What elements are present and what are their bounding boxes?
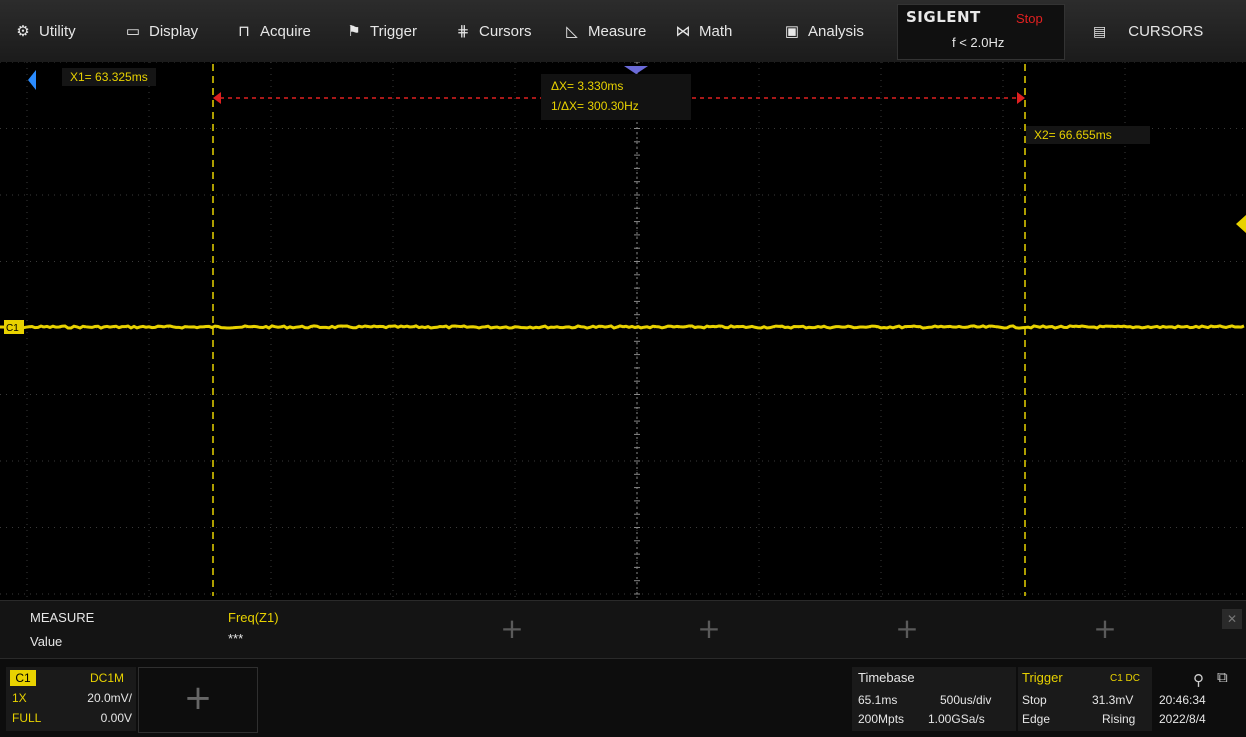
- sample-rate: 1.00GSa/s: [928, 712, 985, 726]
- math-icon: ⋈: [675, 23, 691, 40]
- cursors-icon: ⋕: [456, 23, 470, 40]
- waveform-grid: C1: [0, 62, 1246, 598]
- ruler-icon: ◺: [566, 23, 578, 40]
- waveform-display[interactable]: C1 X1= 63.325ms X2= 66.655ms ΔX= 3.330ms…: [0, 62, 1246, 598]
- measure-item-value: ***: [228, 631, 244, 646]
- status-bar: C1 DC1M 1X 20.0mV/ FULL 0.00V + Timebase…: [0, 658, 1246, 737]
- menu-measure[interactable]: ◺ Measure: [563, 0, 646, 62]
- menu-measure-label: Measure: [588, 22, 647, 40]
- trigger-type: Edge: [1022, 712, 1051, 726]
- menu-display[interactable]: ▭ Display: [124, 0, 198, 62]
- monitor-icon: ▭: [125, 23, 141, 40]
- gear-icon: ⚙: [16, 23, 30, 40]
- channel1-bandwidth: FULL: [12, 711, 42, 725]
- menu-analysis-label: Analysis: [808, 22, 864, 40]
- delta-x-value: ΔX= 3.330ms: [551, 79, 624, 93]
- frequency-counter: f < 2.0Hz: [952, 35, 1005, 50]
- horizontal-position-marker: [28, 70, 36, 90]
- inverse-delta-x-value: 1/ΔX= 300.30Hz: [551, 99, 639, 113]
- clock-time: 20:46:34: [1159, 693, 1206, 707]
- measure-item-name[interactable]: Freq(Z1): [228, 610, 279, 625]
- add-measure-slot-1[interactable]: +: [500, 612, 524, 645]
- timebase-panel[interactable]: Timebase 65.1ms 500us/div 200Mpts 1.00GS…: [852, 667, 1016, 731]
- trigger-source: C1 DC: [1110, 673, 1141, 684]
- menu-acquire-label: Acquire: [260, 22, 311, 40]
- cursors-menu-label: CURSORS: [1128, 22, 1204, 40]
- trigger-panel[interactable]: Trigger C1 DC Stop 31.3mV Edge Rising: [1018, 667, 1152, 731]
- channel1-probe: 1X: [12, 691, 27, 705]
- brand-status-box[interactable]: SIGLENT Stop f < 2.0Hz: [897, 4, 1065, 60]
- clock-panel: ⚲ ⧉ 20:46:34 2022/8/4: [1155, 667, 1243, 731]
- measure-title: MEASURE: [30, 610, 95, 625]
- menu-math[interactable]: ⋈ Math: [674, 0, 733, 62]
- measure-bar: MEASURE Value Freq(Z1) *** + + + + ✕: [0, 600, 1246, 659]
- timebase-delay: 65.1ms: [858, 693, 898, 707]
- menu-trigger[interactable]: ⚑ Trigger: [345, 0, 417, 62]
- usb-icon: ⚲: [1193, 672, 1204, 689]
- document-icon: ▤: [1093, 22, 1107, 39]
- timebase-title: Timebase: [858, 670, 915, 685]
- trigger-level: 31.3mV: [1092, 693, 1134, 707]
- brand-logo: SIGLENT: [906, 8, 981, 26]
- cursors-menu-button[interactable]: ▤ CURSORS: [1093, 0, 1203, 62]
- menu-display-label: Display: [149, 22, 199, 40]
- flag-icon: ⚑: [347, 23, 361, 40]
- channel1-scale: 20.0mV/: [87, 691, 132, 705]
- delta-right-arrowhead: [1017, 92, 1025, 104]
- menu-cursors-label: Cursors: [479, 22, 532, 40]
- analysis-icon: ▣: [784, 23, 800, 40]
- cursor-delta-box: ΔX= 3.330ms 1/ΔX= 300.30Hz: [541, 74, 691, 120]
- trigger-title: Trigger: [1022, 670, 1063, 685]
- measure-value-label: Value: [30, 634, 63, 649]
- delta-left-arrowhead: [213, 92, 221, 104]
- menu-math-label: Math: [699, 22, 733, 40]
- menu-analysis[interactable]: ▣ Analysis: [783, 0, 864, 62]
- timebase-scale: 500us/div: [940, 693, 992, 707]
- acquire-icon: ⊓: [238, 23, 250, 40]
- menu-trigger-label: Trigger: [370, 22, 417, 40]
- trigger-position-marker: [624, 66, 648, 74]
- channel1-offset: 0.00V: [100, 711, 132, 725]
- channel1-coupling: DC1M: [90, 671, 125, 685]
- menu-bar: ⚙ Utility ▭ Display ⊓ Acquire ⚑ Trigger …: [0, 0, 1246, 63]
- x2-cursor-label: X2= 66.655ms: [1026, 126, 1150, 144]
- trigger-level-marker: [1236, 215, 1246, 233]
- close-icon[interactable]: ✕: [1222, 609, 1242, 629]
- channel1-marker: C1: [6, 323, 19, 334]
- trigger-state: Stop: [1022, 693, 1047, 707]
- x1-cursor-label: X1= 63.325ms: [62, 68, 156, 86]
- run-state: Stop: [1016, 11, 1043, 26]
- menu-acquire[interactable]: ⊓ Acquire: [235, 0, 311, 62]
- add-channel-button[interactable]: +: [138, 667, 258, 733]
- menu-cursors[interactable]: ⋕ Cursors: [454, 0, 532, 62]
- trigger-slope: Rising: [1102, 712, 1136, 726]
- clock-date: 2022/8/4: [1159, 712, 1206, 726]
- add-measure-slot-4[interactable]: +: [1093, 612, 1117, 645]
- channel1-trace: [0, 324, 1245, 330]
- memory-depth: 200Mpts: [858, 712, 905, 726]
- menu-utility-label: Utility: [39, 22, 76, 40]
- add-measure-slot-3[interactable]: +: [895, 612, 919, 645]
- menu-utility[interactable]: ⚙ Utility: [14, 0, 76, 62]
- center-axis-ticks: [634, 62, 640, 598]
- channel1-panel[interactable]: C1 DC1M 1X 20.0mV/ FULL 0.00V: [6, 667, 136, 731]
- network-icon: ⧉: [1217, 669, 1228, 686]
- channel1-badge: C1: [10, 670, 36, 686]
- add-measure-slot-2[interactable]: +: [697, 612, 721, 645]
- channel1-marker-bg: [4, 320, 24, 334]
